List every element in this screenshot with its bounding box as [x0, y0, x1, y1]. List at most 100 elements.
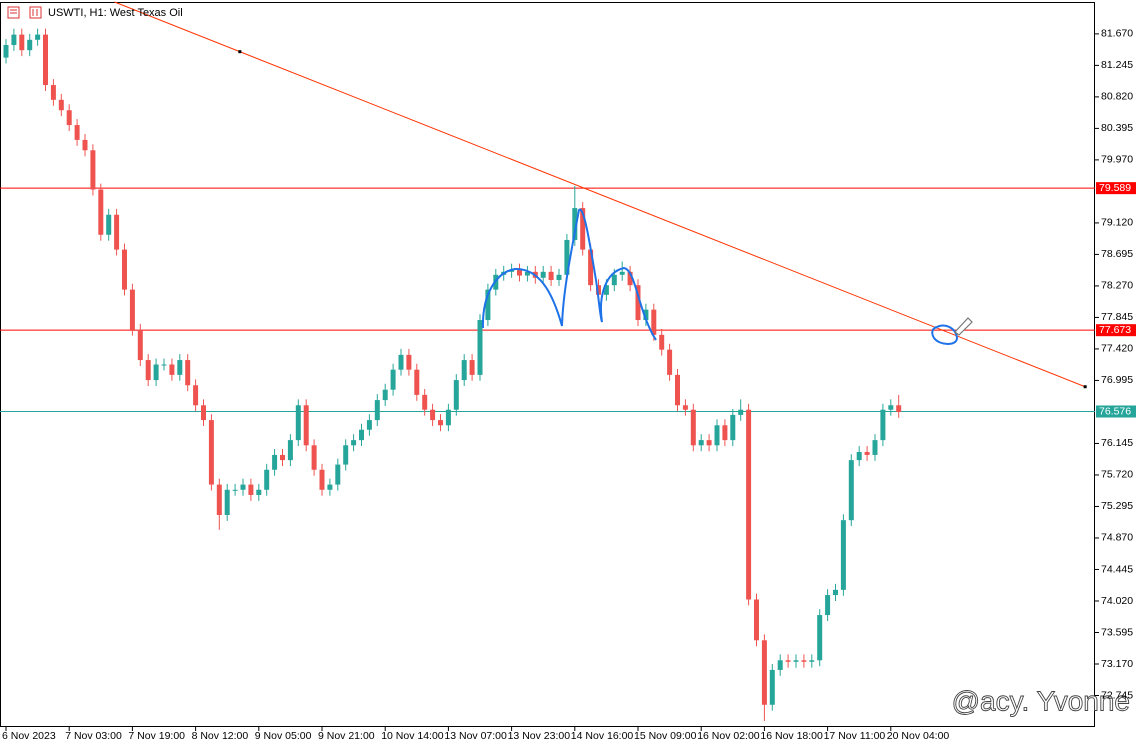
candle-body	[469, 360, 475, 375]
y-tick-label: 78.270	[1101, 280, 1133, 292]
candle-body	[256, 489, 262, 495]
candle-body	[129, 289, 135, 330]
price-level-label: 76.576	[1099, 405, 1131, 417]
candle-body	[848, 460, 854, 521]
candle-body	[414, 369, 420, 395]
y-tick-label: 77.420	[1101, 343, 1133, 355]
trendline-anchor	[1083, 385, 1087, 389]
candle-body	[888, 405, 894, 410]
candle-body	[793, 660, 799, 662]
price-level-label: 79.589	[1099, 182, 1131, 194]
candle-body	[319, 469, 325, 490]
candle-body	[90, 150, 96, 190]
y-tick-label: 72.745	[1101, 689, 1133, 701]
candle-body	[635, 285, 641, 321]
price-level-box	[1096, 324, 1136, 337]
trendline-anchor	[238, 50, 242, 54]
candle-body	[398, 354, 404, 370]
candle-body	[343, 445, 349, 465]
pencil-icon	[954, 317, 973, 336]
x-tick-label: 7 Nov 19:00	[128, 730, 185, 742]
candle-body	[366, 420, 372, 430]
candle-body	[619, 271, 625, 275]
y-tick-label: 74.020	[1101, 595, 1133, 607]
candle-body	[524, 271, 530, 276]
x-tick-label: 17 Nov 11:00	[824, 730, 886, 742]
candle-body	[122, 249, 127, 290]
y-tick-label: 76.145	[1101, 437, 1133, 449]
candle-body	[208, 420, 214, 485]
candle-body	[177, 360, 183, 375]
x-tick-label: 13 Nov 23:00	[508, 730, 571, 742]
x-tick-label: 10 Nov 14:00	[381, 730, 444, 742]
candle-body	[114, 214, 120, 250]
price-level-box	[1096, 182, 1136, 195]
candle-body	[82, 139, 88, 151]
candle-body	[193, 385, 199, 406]
drawn-circle	[931, 324, 959, 345]
candle-body	[74, 125, 80, 140]
candle-body	[738, 409, 744, 415]
candle-body	[359, 429, 364, 441]
y-tick-label: 80.820	[1101, 91, 1133, 103]
candle-body	[840, 520, 846, 590]
candle-body	[675, 374, 680, 406]
candle-body	[153, 364, 159, 381]
candle-body	[801, 660, 807, 662]
candle-body	[548, 271, 554, 280]
candle-body	[27, 39, 33, 51]
candle-body	[145, 360, 151, 381]
candle-body	[224, 489, 230, 515]
candle-body	[248, 484, 254, 495]
y-tick-label: 78.695	[1101, 248, 1133, 260]
y-tick-label: 74.870	[1101, 532, 1133, 544]
candle-body	[556, 274, 562, 280]
candle-body	[185, 360, 191, 386]
x-tick-label: 16 Nov 18:00	[760, 730, 823, 742]
candle-body	[785, 660, 791, 662]
candle-body	[201, 405, 206, 421]
candle-body	[761, 640, 767, 705]
plot-border	[0, 2, 1095, 727]
candle-body	[611, 274, 617, 286]
y-tick-label: 73.170	[1101, 658, 1133, 670]
candle-body	[596, 285, 601, 295]
candle-body	[50, 85, 56, 100]
y-tick-label: 79.970	[1101, 154, 1133, 166]
candle-body	[627, 271, 633, 286]
candle-body	[856, 451, 862, 461]
watermark: @acy. Yvonne	[952, 685, 1130, 716]
candle-body	[714, 425, 720, 446]
candle-body	[390, 369, 396, 390]
candle-body	[769, 669, 775, 705]
candle-body	[572, 208, 578, 240]
candle-body	[303, 405, 309, 446]
candle-body	[588, 249, 594, 286]
y-tick-label: 73.595	[1101, 626, 1133, 638]
candle-body	[406, 354, 412, 370]
x-tick-label: 9 Nov 05:00	[255, 730, 312, 742]
candle-body	[754, 599, 759, 641]
candle-body	[817, 615, 823, 661]
candle-body	[706, 440, 712, 446]
price-level-box	[1096, 405, 1136, 418]
y-tick-label: 75.295	[1101, 500, 1133, 512]
candle-body	[280, 454, 285, 461]
candle-body	[880, 409, 886, 441]
y-tick-label: 80.395	[1101, 122, 1133, 134]
chart-title: USWTI, H1: West Texas Oil	[48, 7, 183, 19]
candle-body	[809, 660, 815, 662]
drawn-shoulders	[481, 208, 657, 341]
candle-body	[872, 440, 878, 455]
candle-body	[864, 451, 870, 455]
candle-body	[382, 389, 388, 401]
candle-body	[264, 469, 270, 490]
candle-body	[137, 329, 143, 361]
y-tick-label: 79.120	[1101, 217, 1133, 229]
x-tick-label: 8 Nov 12:00	[192, 730, 249, 742]
candle-body	[351, 440, 357, 446]
candle-body	[517, 269, 522, 276]
x-tick-label: 20 Nov 04:00	[887, 730, 950, 742]
